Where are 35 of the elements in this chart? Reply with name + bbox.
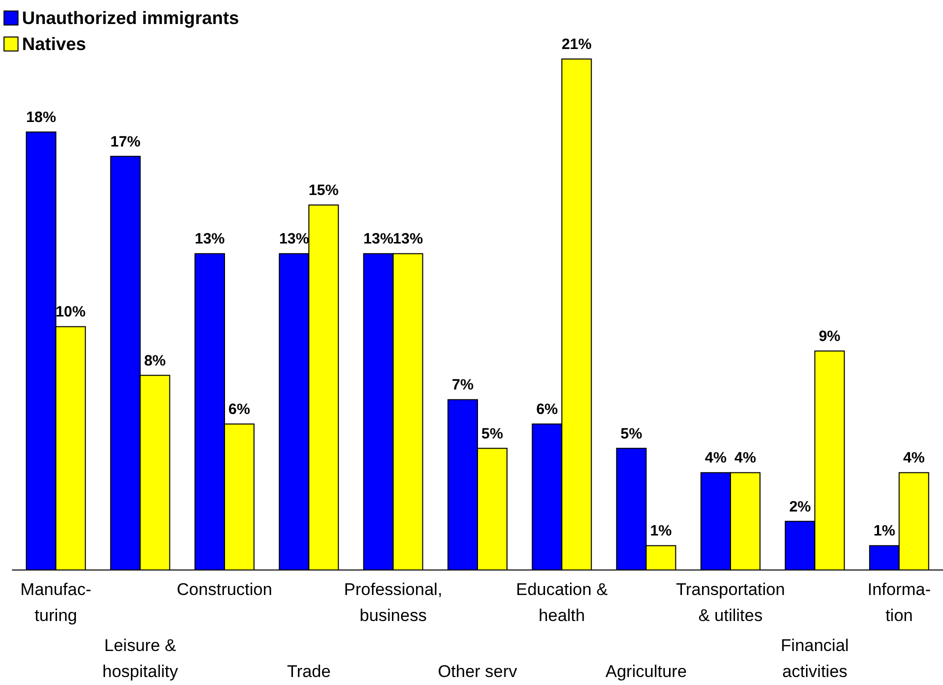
x-tick-label: Leisure & hospitality: [102, 636, 178, 681]
data-label: 21%: [562, 36, 592, 53]
x-tick-label: Informa- tion: [868, 580, 931, 625]
data-label: 10%: [56, 304, 86, 321]
x-tick-label: Transportation & utilites: [676, 580, 785, 625]
data-label: 4%: [704, 450, 727, 467]
data-label: 17%: [110, 133, 140, 150]
data-label: 13%: [392, 230, 423, 248]
data-label: 2%: [789, 498, 811, 516]
x-tick-label: Education & health: [516, 580, 608, 625]
x-tick-label: Manufac- turing: [20, 580, 92, 625]
data-label: 7%: [452, 376, 474, 394]
data-label: 1%: [650, 522, 672, 540]
x-tick-label: Agriculture: [606, 662, 687, 681]
data-label: 4%: [903, 450, 925, 467]
x-tick-label: Other serv: [438, 662, 518, 681]
data-label: 18%: [26, 109, 56, 126]
data-label: 1%: [874, 522, 896, 540]
data-label: 5%: [481, 425, 504, 442]
data-label: 13%: [194, 230, 225, 248]
x-tick-label: Financial activities: [780, 636, 849, 681]
data-label: 6%: [228, 401, 250, 418]
x-tick-label: Professional, business: [344, 580, 442, 625]
x-tick-label: Construction: [176, 580, 272, 599]
legend-label: Unauthorized immigrants: [22, 8, 240, 28]
data-label: 4%: [734, 450, 756, 467]
data-label: 8%: [144, 352, 166, 370]
data-label: 13%: [363, 230, 394, 248]
data-label: 13%: [279, 230, 310, 248]
data-label: 9%: [818, 328, 840, 345]
data-label: 6%: [536, 401, 558, 418]
x-tick-label: Trade: [286, 662, 331, 681]
data-label: 15%: [308, 182, 339, 199]
data-label: 5%: [620, 425, 642, 442]
legend-label: Natives: [22, 34, 86, 54]
